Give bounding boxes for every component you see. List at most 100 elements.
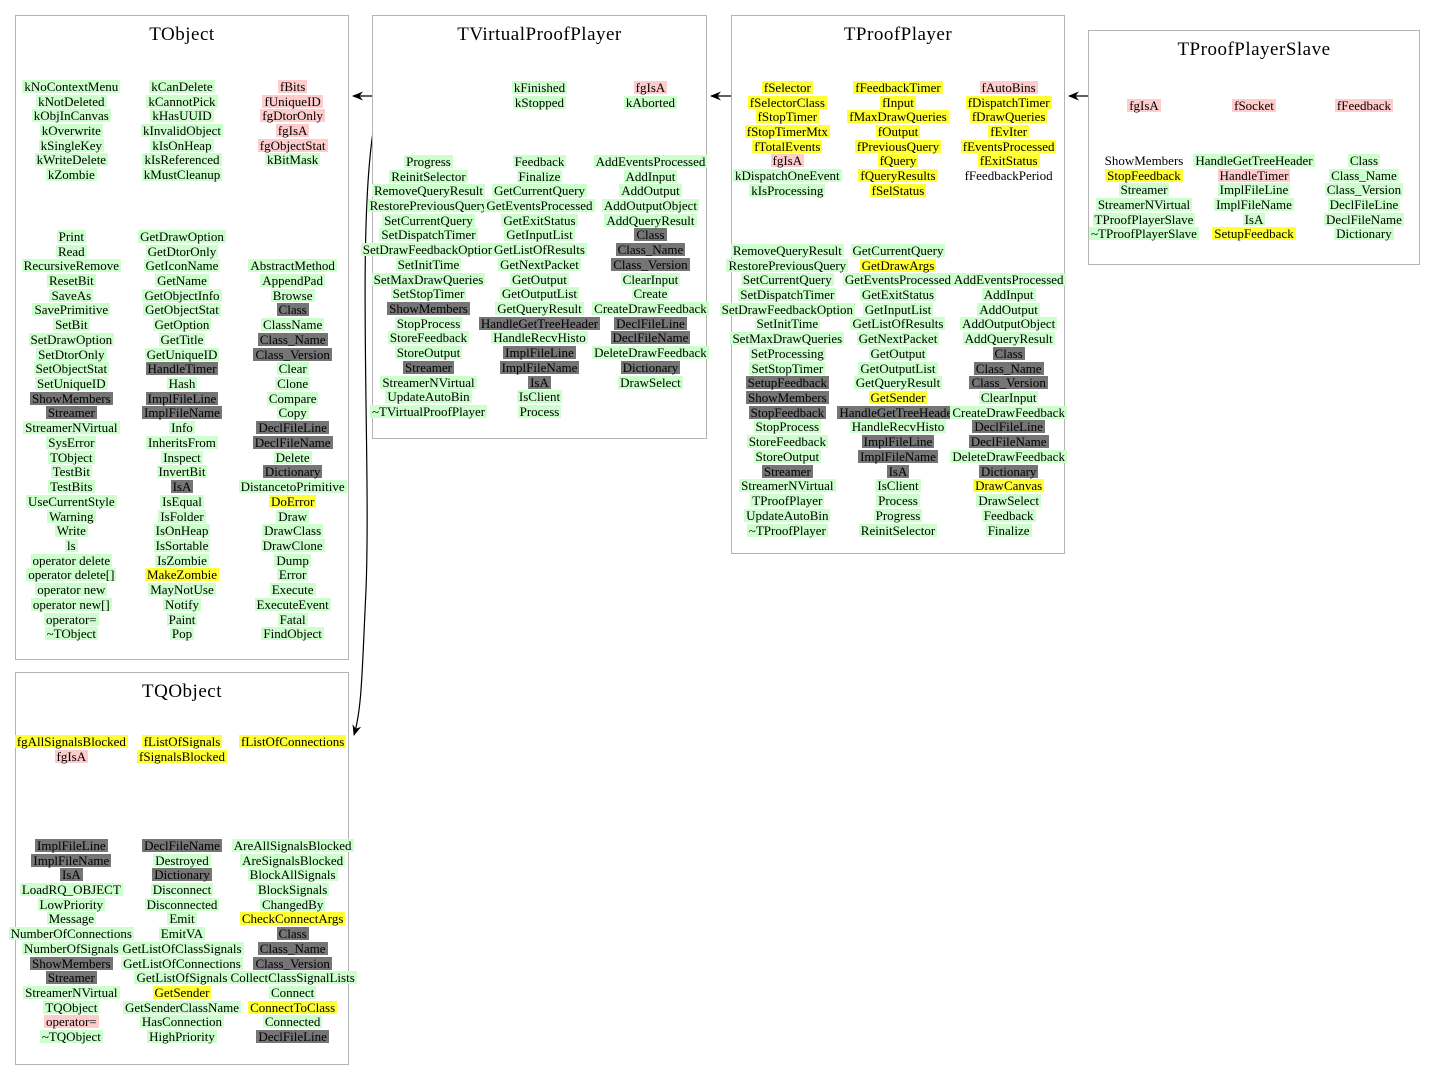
member-item: fEventsProcessed	[953, 139, 1064, 154]
method-item: GetDtorOnly	[127, 244, 238, 259]
method-label: BlockSignals	[255, 882, 330, 898]
method-label: Class_Version	[611, 256, 690, 272]
method-item: Clear	[237, 361, 348, 376]
method-item: DeleteDrawFeedback	[950, 449, 1067, 464]
methods-column: DeclFileName Destroyed Dictionary Disconnec…	[120, 838, 244, 1044]
method-label: ls	[64, 537, 78, 553]
member-item: fStopTimer	[732, 109, 843, 124]
method-label: ImplFileLine	[35, 837, 108, 853]
method-item: SetBit	[16, 317, 127, 332]
method-label: GetInputList	[862, 301, 934, 317]
method-label: AddQueryResult	[962, 331, 1055, 347]
method-item: StreamerNVirtual	[732, 479, 843, 494]
method-item: StopFeedback	[732, 405, 843, 420]
method-item: SetDispatchTimer	[373, 228, 484, 243]
method-label: GetSender	[152, 985, 212, 1001]
method-label: ClassName	[261, 317, 325, 333]
method-label: TProofPlayer	[750, 493, 825, 509]
members-column	[373, 80, 484, 109]
method-label: AddEventsProcessed	[593, 153, 708, 169]
method-item: HandleTimer	[127, 361, 238, 376]
method-item: Dictionary	[237, 465, 348, 480]
member-label: kOverwrite	[39, 123, 103, 139]
method-item: GetOutput	[484, 272, 595, 287]
method-label: RemoveQueryResult	[730, 242, 844, 258]
method-item: RestorePreviousQuery	[726, 258, 849, 273]
method-item: GetEventsProcessed	[484, 198, 595, 213]
member-label: kNotDeleted	[36, 93, 107, 109]
method-item: InvertBit	[127, 465, 238, 480]
method-item: CreateDrawFeedback	[950, 405, 1067, 420]
method-item: BlockAllSignals	[237, 867, 348, 882]
method-item: EmitVA	[127, 926, 238, 941]
class-title: TProofPlayerSlave	[1177, 39, 1331, 60]
method-label: AddOutputObject	[601, 198, 700, 214]
method-label: GetCurrentQuery	[491, 183, 587, 199]
method-label: ConnectToClass	[248, 999, 338, 1015]
method-label: SetInitTime	[395, 256, 462, 272]
method-item: AddQueryResult	[953, 331, 1064, 346]
methods-column: Feedback Finalize GetCurrentQuery GetEvents…	[478, 154, 601, 419]
method-label: Class_Version	[969, 375, 1048, 391]
method-label: Class_Version	[253, 955, 332, 971]
method-item: Dump	[237, 553, 348, 568]
methods-column: RemoveQueryResult RestorePreviousQuery Set…	[719, 242, 856, 537]
method-label: SetMaxDrawQueries	[730, 331, 845, 347]
method-label: AbstractMethod	[248, 258, 337, 274]
member-label: fgDtorOnly	[260, 108, 325, 124]
method-item: HighPriority	[127, 1029, 238, 1044]
method-item: GetEventsProcessed	[842, 272, 954, 287]
tvirtualproofplayer-methods-section: Progress ReinitSelector RemoveQueryResult R…	[360, 153, 709, 419]
method-label: Class	[634, 227, 667, 243]
method-item: ClassName	[237, 317, 348, 332]
method-item: GetQueryResult	[484, 301, 595, 316]
method-item: StopProcess	[373, 316, 484, 331]
method-label: Paint	[166, 611, 198, 627]
method-label: Inspect	[161, 449, 203, 465]
class-box-tobject: TObject kNoContextMenu kNotDeleted kObjInCa…	[15, 15, 349, 660]
method-label: AddInput	[623, 168, 678, 184]
method-item: Destroyed	[127, 853, 238, 868]
method-item: ShowMembers	[16, 956, 127, 971]
method-item: ImplFileLine	[127, 391, 238, 406]
method-item: IsA	[1199, 212, 1309, 227]
member-item: fgAllSignalsBlocked	[14, 733, 128, 749]
method-item: Class	[237, 926, 348, 941]
member-label: kObjInCanvas	[31, 108, 111, 124]
method-label: IsA	[528, 374, 551, 390]
method-item: StreamerNVirtual	[16, 420, 127, 435]
method-label: IsA	[1242, 211, 1266, 227]
method-label: ResetBit	[46, 273, 96, 289]
member-label: fEventsProcessed	[960, 138, 1057, 154]
method-label: ~TObject	[44, 626, 99, 642]
member-label: fgAllSignalsBlocked	[14, 733, 128, 749]
method-item: Create	[595, 286, 706, 301]
method-label: Print	[56, 228, 86, 244]
method-item: ImplFileName	[16, 853, 127, 868]
method-item: AddQueryResult	[595, 213, 706, 228]
method-item: ShowMembers	[373, 301, 484, 316]
method-item: Paint	[127, 612, 238, 627]
method-item: HasConnection	[127, 1015, 238, 1030]
method-label: Copy	[276, 405, 309, 421]
method-item: TQObject	[16, 1000, 127, 1015]
member-label: kNoContextMenu	[22, 78, 121, 94]
method-item: operator delete[]	[16, 568, 127, 583]
method-item: IsA	[843, 464, 954, 479]
methods-column: Progress ReinitSelector RemoveQueryResult R…	[360, 154, 497, 419]
method-label: GetNextPacket	[498, 256, 581, 272]
method-label: GetUniqueID	[144, 346, 220, 362]
method-item: Class_Name	[237, 332, 348, 347]
method-label: GetCurrentQuery	[850, 242, 946, 258]
class-title: TVirtualProofPlayer	[457, 24, 622, 45]
method-label: AddOutput	[619, 183, 682, 199]
method-item: GetCurrentQuery	[484, 183, 595, 198]
member-label: fgIsA	[770, 153, 805, 169]
method-label: Create	[631, 286, 670, 302]
member-item: fSocket	[1199, 98, 1309, 113]
method-item: SetDrawFeedbackOption	[719, 302, 856, 317]
method-label: GetDrawArgs	[859, 257, 937, 273]
method-item: HandleTimer	[1199, 168, 1309, 183]
member-label: kCanDelete	[149, 78, 215, 94]
method-item: Delete	[237, 450, 348, 465]
